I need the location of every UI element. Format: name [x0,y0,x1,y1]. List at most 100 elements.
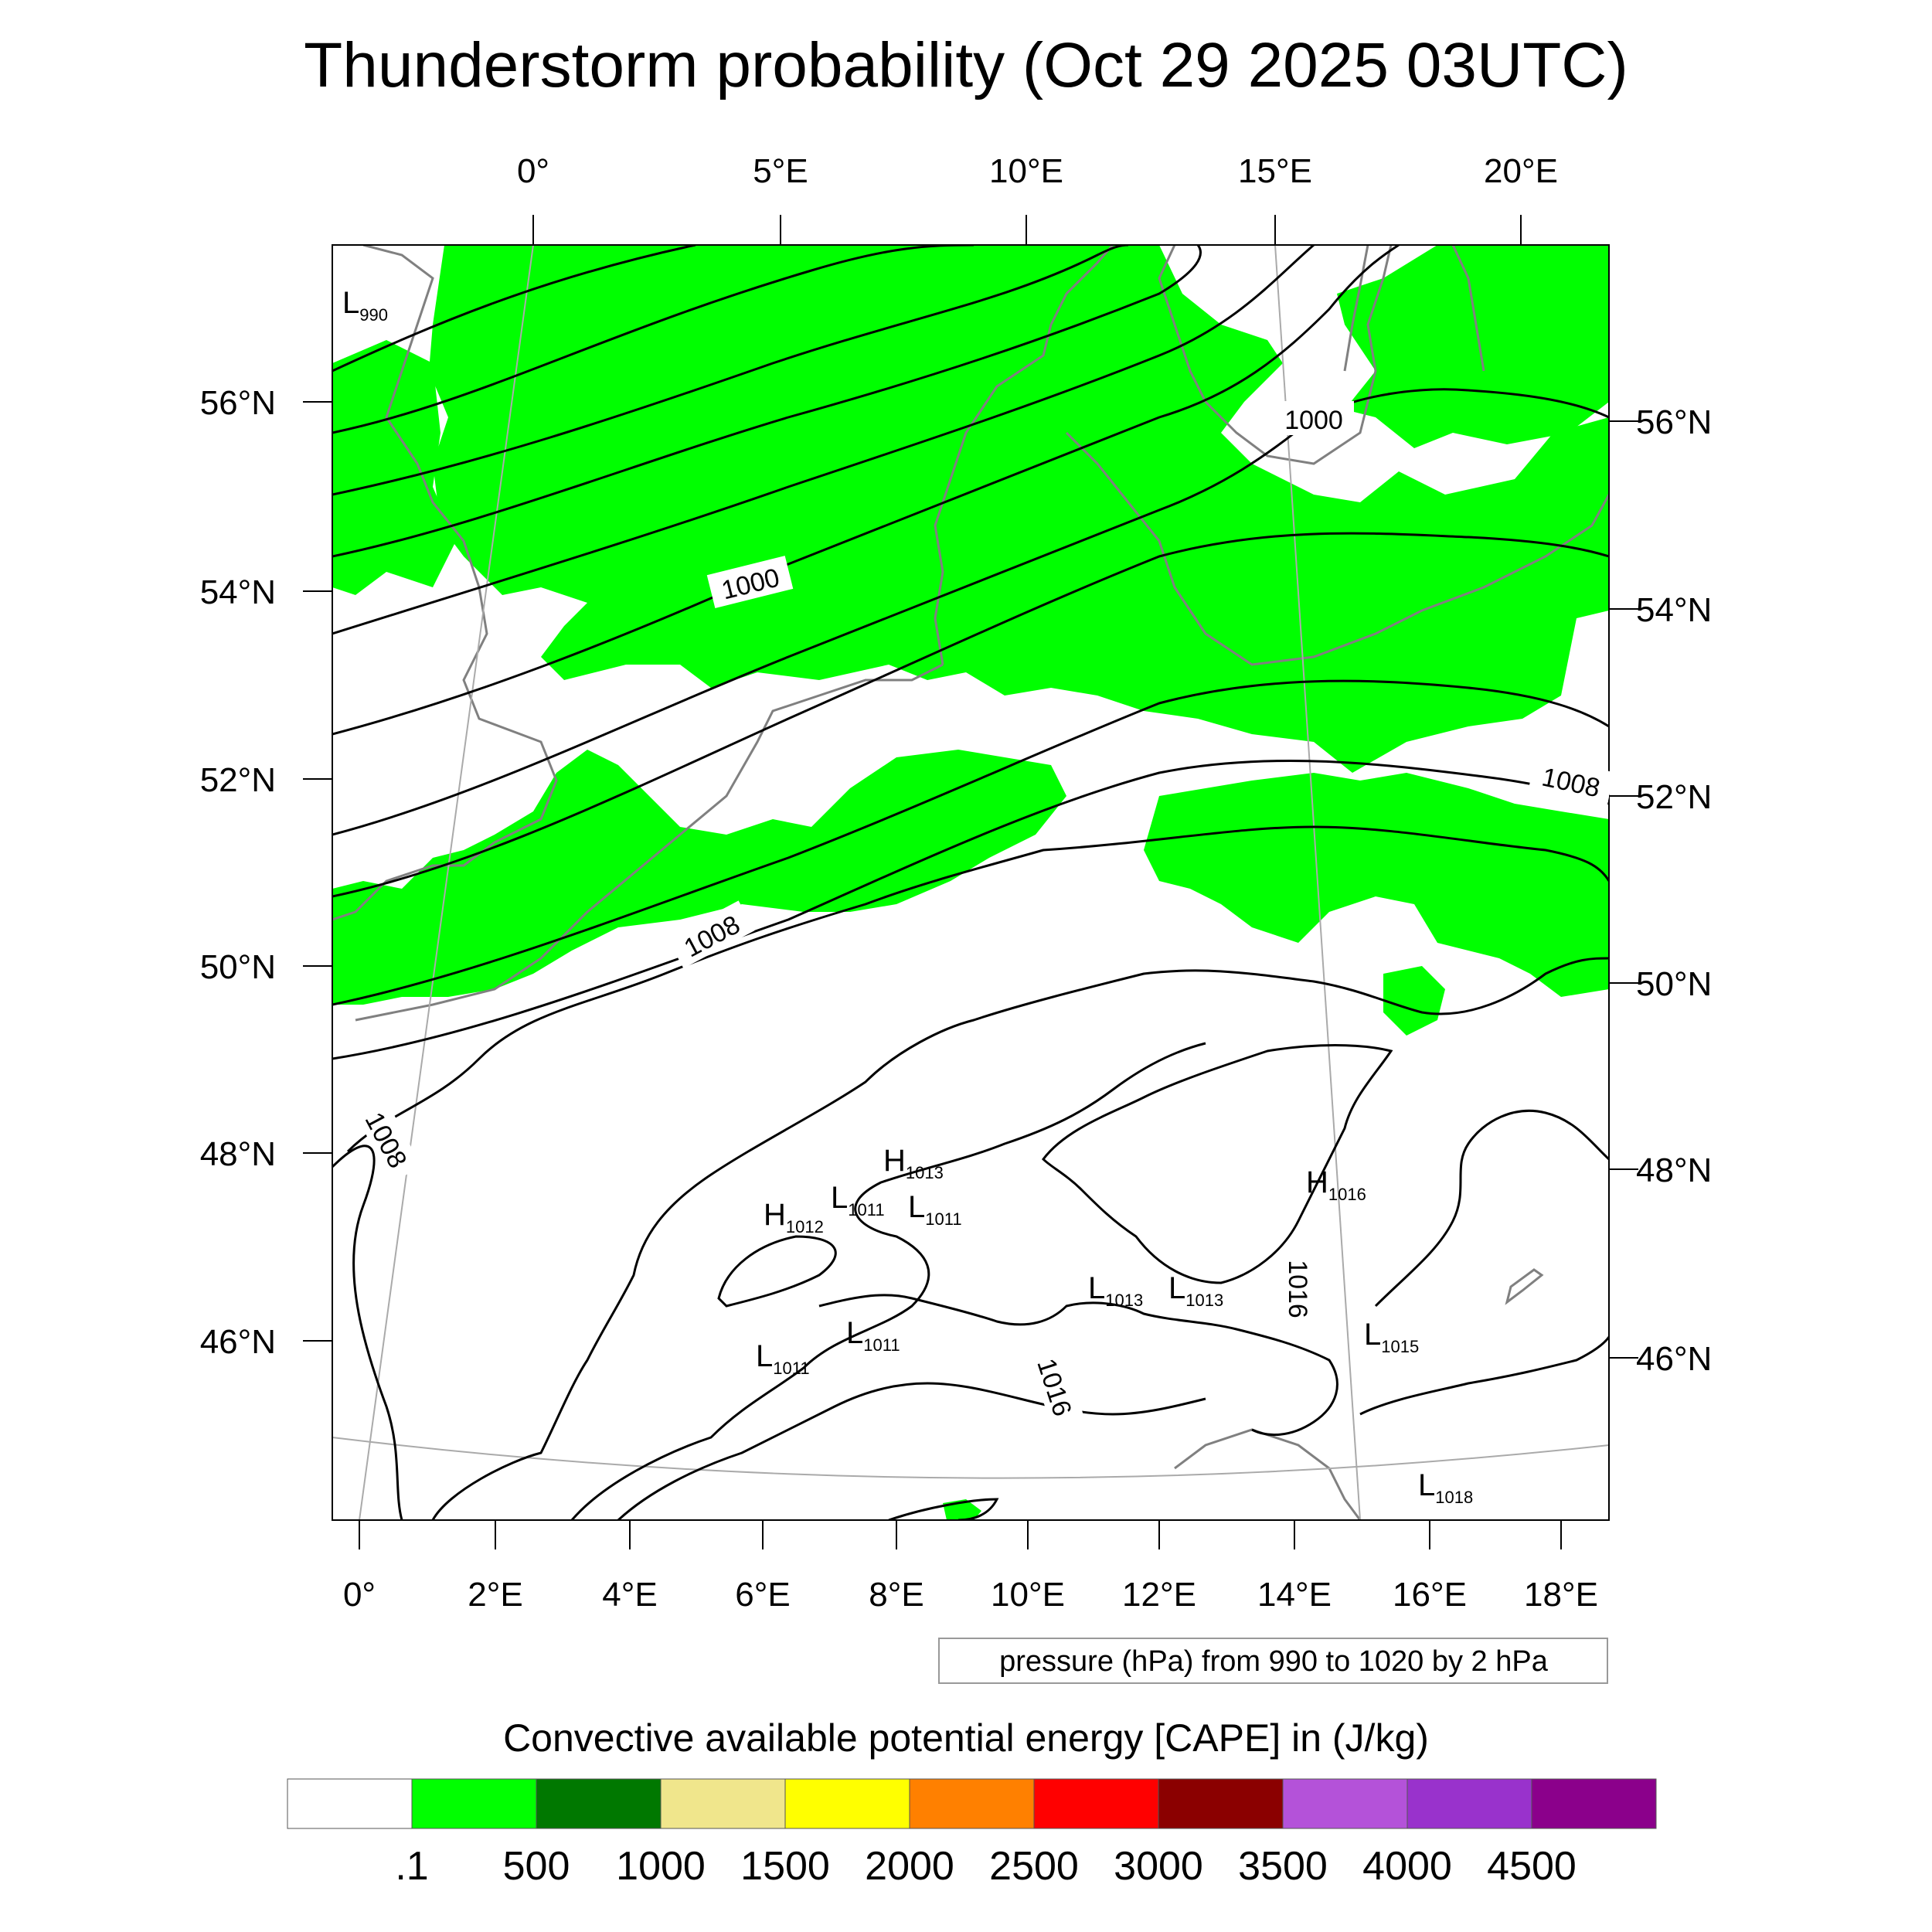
colorbar-label: 1000 [616,1844,706,1889]
isobar-9 [332,679,1609,1006]
coastline-adriatic [1174,1428,1362,1520]
pressure-center: L1015 [1364,1318,1419,1356]
colorbar-box [1406,1778,1532,1829]
isobar-12 [332,1145,403,1520]
svg-text:H1013: H1013 [883,1144,944,1182]
pressure-center: L1013 [1168,1271,1223,1310]
bottom-tick-label: 12°E [1122,1576,1196,1614]
isobar-20 [617,1382,1206,1520]
top-axis [532,215,1522,245]
bottom-axis-labels: 0° 2°E 4°E 6°E 8°E 10°E 12°E 14°E 16°E 1… [343,1576,1598,1614]
isobar-13 [431,957,1609,1520]
contour-label: 1000 [1284,406,1343,435]
colorbar-box [1282,1778,1408,1829]
bottom-tick-label: 0° [343,1576,376,1614]
isobar-2 [332,245,975,434]
coastline-gotland [1343,245,1369,372]
colorbar-label: 2500 [989,1844,1079,1889]
isobar-4 [332,245,1202,558]
svg-text:H1012: H1012 [764,1198,824,1236]
colorbar-boxes [287,1778,1657,1829]
left-tick-label: 54°N [200,573,276,611]
isobar-10 [332,759,1609,1060]
pressure-center: L1018 [1418,1468,1473,1507]
top-tick-label: 20°E [1484,152,1558,190]
pressure-center: L1011 [846,1316,900,1355]
isobars [332,245,1609,1520]
colorbar-label: 3000 [1114,1844,1203,1889]
colorbar-label: 500 [503,1844,570,1889]
right-tick-label: 50°N [1636,965,1712,1003]
colorbar-label: 2000 [865,1844,954,1889]
colorbar-box [1033,1778,1159,1829]
cape-region-west-coast [332,340,456,595]
colorbar-label: .1 [395,1844,428,1889]
colorbar-box [1531,1778,1657,1829]
bottom-tick-label: 10°E [991,1576,1065,1614]
colorbar-label: 3500 [1238,1844,1328,1889]
coastline-lowlands [355,663,944,1022]
svg-text:L990: L990 [342,286,388,325]
colorbar-label: 1500 [740,1844,830,1889]
bottom-tick-label: 18°E [1524,1576,1598,1614]
coastlines [332,245,1609,1520]
colorbar-box [909,1778,1035,1829]
bottom-tick-label: 2°E [468,1576,522,1614]
parallel-45n [332,1437,1609,1479]
map-title: Thunderstorm probability (Oct 29 2025 03… [304,30,1628,100]
bottom-tick-label: 8°E [869,1576,923,1614]
coastline-denmark [934,245,1114,665]
isobar-1 [332,245,696,372]
right-tick-label: 56°N [1636,403,1712,441]
pressure-center: H1012 [764,1198,824,1236]
colorbar-box [411,1778,537,1829]
svg-text:L1018: L1018 [1418,1468,1473,1507]
coastline-sweden-east [1451,245,1485,372]
colorbar-label: 4500 [1487,1844,1577,1889]
right-tick-label: 52°N [1636,778,1712,816]
isobar-18 [1374,1109,1609,1308]
top-tick-label: 10°E [989,152,1063,190]
meridian-15e [1274,245,1361,1520]
right-axis [1609,420,1638,1359]
meridian-0 [359,245,534,1520]
svg-text:L1011: L1011 [756,1339,810,1378]
pressure-center: L1013 [1088,1271,1143,1310]
left-axis-labels: 56°N 54°N 52°N 50°N 48°N 46°N [200,384,276,1361]
top-tick-label: 15°E [1238,152,1312,190]
coastline-lake-balaton [1505,1268,1544,1305]
isobar-11 [346,825,1609,1153]
isobar-8 [332,532,1609,898]
isobar-21 [888,1498,999,1520]
cape-region-czech [1383,966,1445,1036]
svg-text:L1011: L1011 [831,1181,885,1219]
bottom-tick-label: 16°E [1393,1576,1467,1614]
right-tick-label: 48°N [1636,1151,1712,1189]
bottom-tick-label: 4°E [602,1576,657,1614]
isobar-15 [717,1235,837,1308]
isobar-17 [818,1294,1338,1437]
isobar-5 [332,245,1315,635]
svg-text:L1015: L1015 [1364,1318,1419,1356]
bottom-axis [359,1520,1562,1549]
isobar-16 [1042,1044,1393,1284]
bottom-tick-label: 6°E [735,1576,790,1614]
svg-text:H1016: H1016 [1306,1165,1366,1204]
colorbar-labels: .1 500 1000 1500 2000 2500 3000 3500 4000 4500 [395,1844,1577,1889]
pressure-center: L1011 [831,1181,885,1219]
pressure-center: H1016 [1306,1165,1366,1204]
map-panel: 1000 1000 1008 1008 1008 1016 [200,152,1713,1614]
pressure-center: L990 [342,286,388,325]
colorbar-box [784,1778,910,1829]
colorbar-title: Convective available potential energy [C… [503,1716,1429,1760]
svg-text:L1011: L1011 [846,1316,900,1355]
left-tick-label: 52°N [200,761,276,799]
graticule [332,245,1609,1520]
colorbar-box [287,1778,413,1829]
left-tick-label: 56°N [200,384,276,422]
colorbar: Convective available potential energy [C… [287,1716,1657,1889]
colorbar-box [1158,1778,1284,1829]
left-tick-label: 48°N [200,1135,276,1173]
cape-region-north-sea [429,245,1609,773]
